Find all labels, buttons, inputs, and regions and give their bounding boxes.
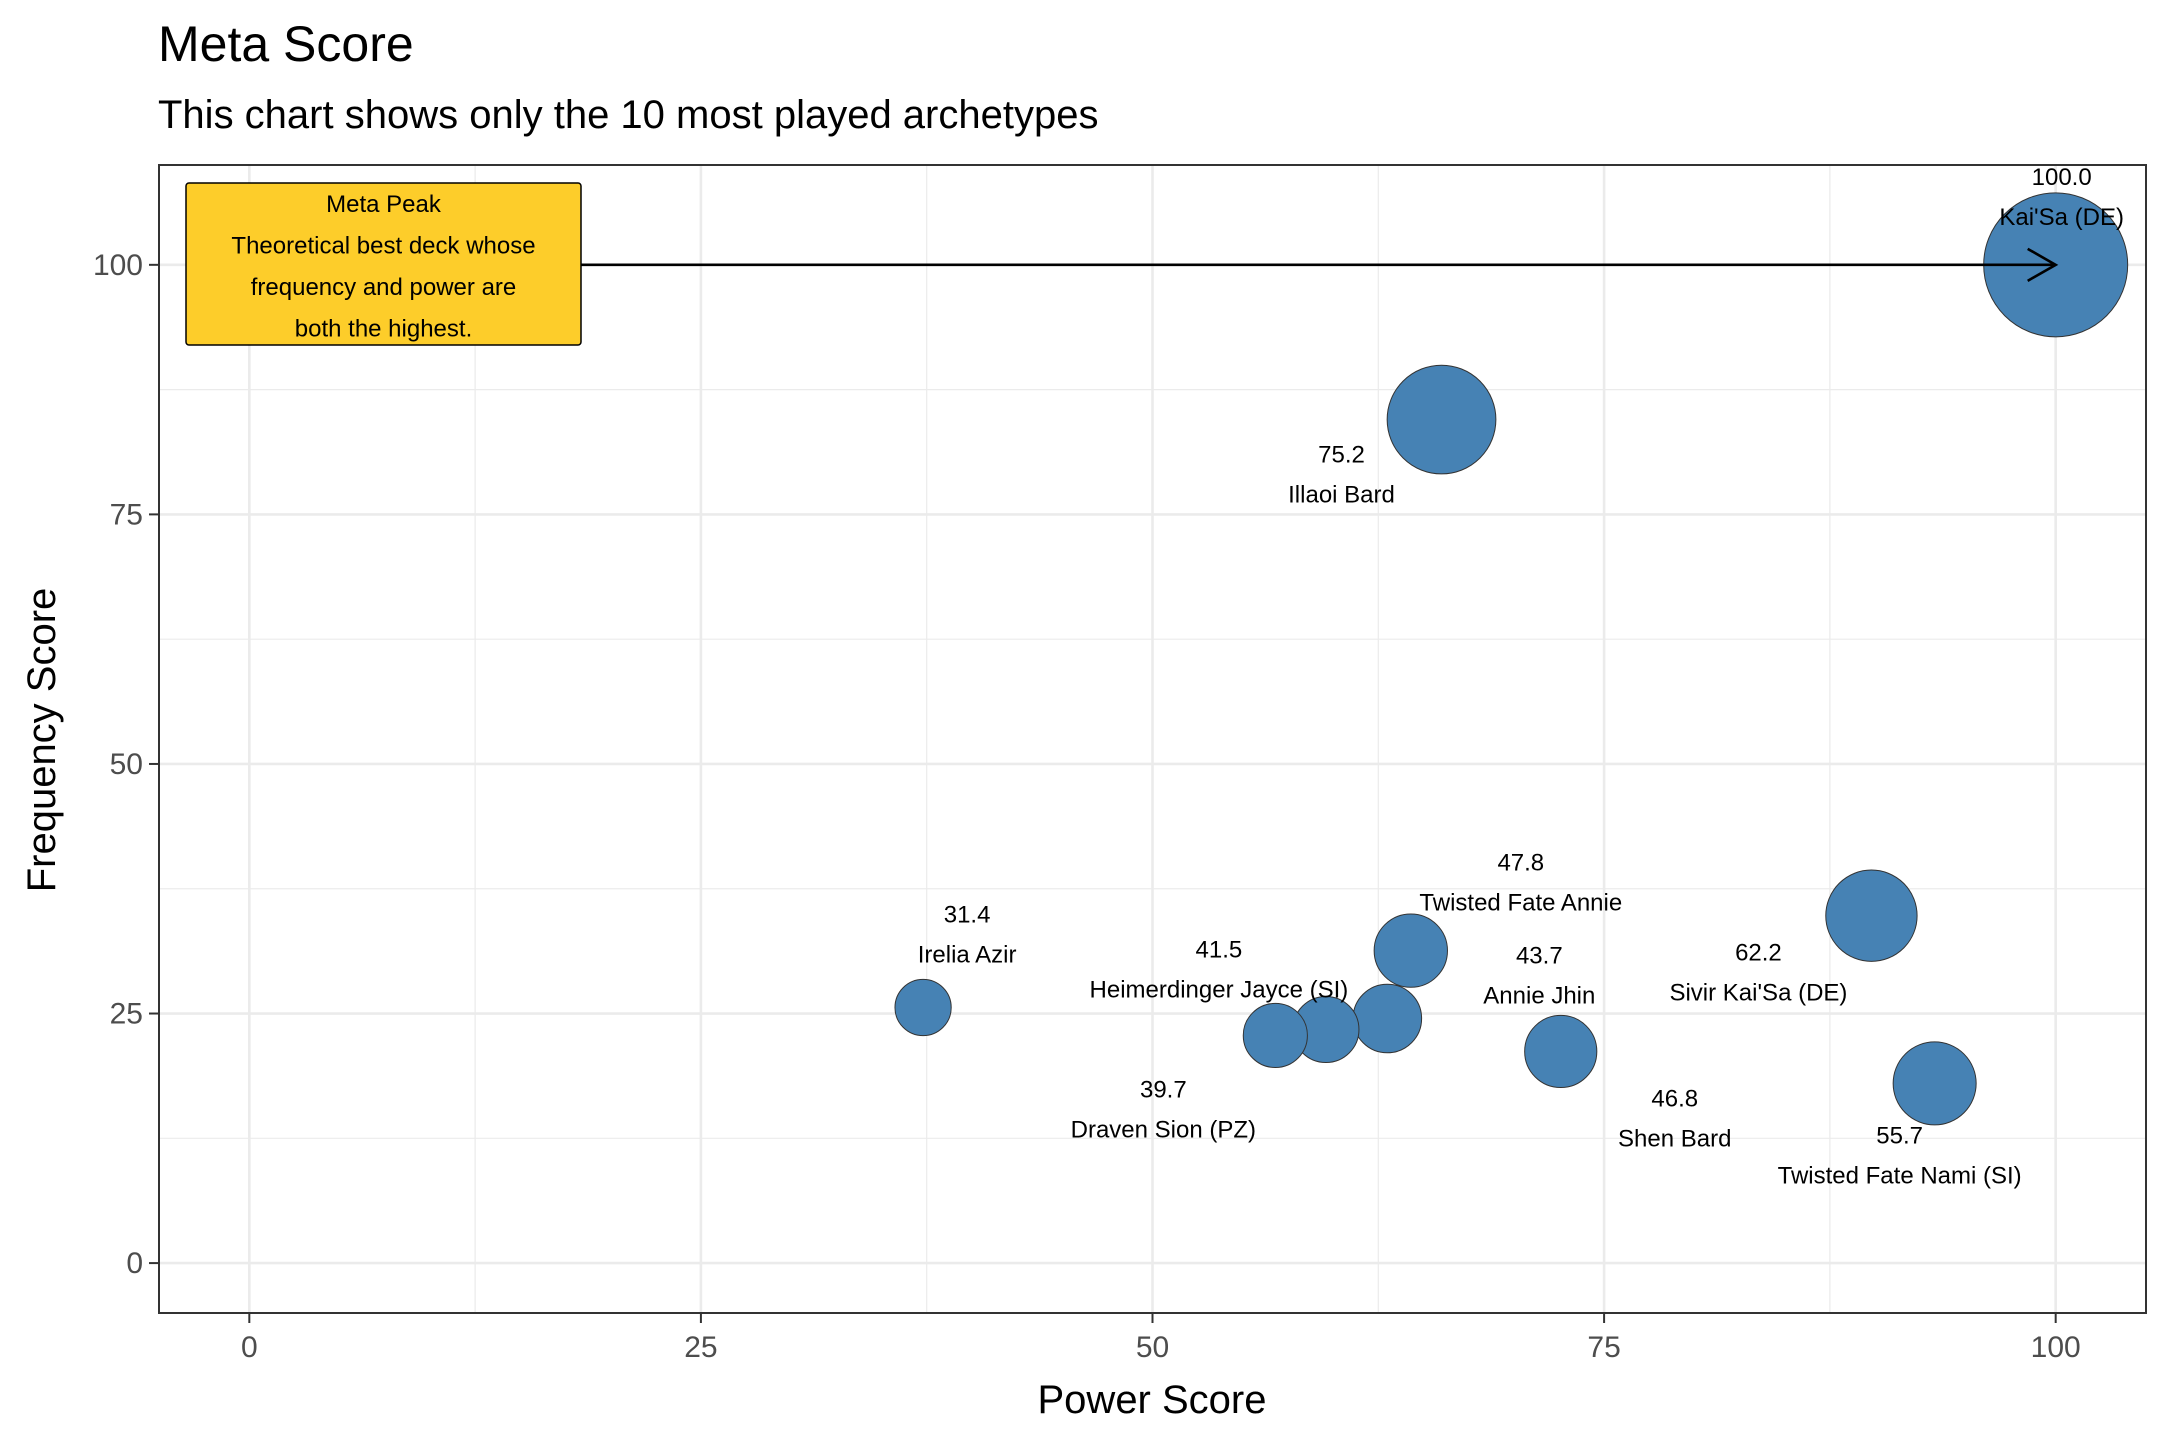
y-tick-label: 25: [110, 998, 143, 1031]
point-score-label: 47.8: [1497, 850, 1544, 877]
data-point: [1825, 869, 1918, 962]
x-tick-label: 0: [241, 1331, 258, 1364]
point-score-label: 46.8: [1651, 1085, 1698, 1112]
point-name-label: Sivir Kai'Sa (DE): [1669, 980, 1847, 1007]
chart-subtitle: This chart shows only the 10 most played…: [158, 93, 1098, 137]
point-score-label: 62.2: [1735, 940, 1782, 967]
data-point: [1242, 1002, 1308, 1069]
x-axis-title: Power Score: [1038, 1378, 1267, 1422]
point-score-label: 41.5: [1196, 936, 1243, 963]
point-score-label: 75.2: [1318, 442, 1365, 469]
point-name-label: Irelia Azir: [918, 942, 1017, 969]
point-name-label: Twisted Fate Annie: [1419, 890, 1622, 917]
annotation-box: [185, 182, 582, 346]
annotation-text-line: Theoretical best deck whose: [231, 233, 535, 260]
point-name-label: Annie Jhin: [1483, 983, 1595, 1010]
point-name-label: Heimerdinger Jayce (SI): [1090, 976, 1349, 1003]
data-point: [1524, 1014, 1598, 1089]
point-score-label: 31.4: [944, 902, 991, 929]
y-tick-label: 75: [110, 498, 143, 531]
data-point: [1386, 364, 1497, 475]
point-name-label: Illaoi Bard: [1288, 482, 1395, 509]
point-score-label: 39.7: [1140, 1076, 1187, 1103]
x-tick-label: 75: [1587, 1331, 1620, 1364]
data-point: [1892, 1041, 1977, 1126]
y-tick-label: 50: [110, 748, 143, 781]
meta-peak-annotation: Meta Peak Theoretical best deck whose freq…: [185, 182, 2059, 346]
annotation-arrow-head: [2027, 247, 2059, 282]
y-tick-label: 100: [93, 249, 143, 282]
axis-ticks: 0 25 50 75 100 0 25 50 75 100: [93, 249, 2081, 1364]
point-score-label: 43.7: [1516, 943, 1563, 970]
y-axis-title: Frequency Score: [20, 588, 64, 893]
point-score-label: 100.0: [2032, 164, 2092, 191]
point-labels: 100.0 Kai'Sa (DE) 75.2 Illaoi Bard 62.2 Sivir…: [918, 164, 2124, 1190]
x-tick-label: 25: [684, 1331, 717, 1364]
chart-title: Meta Score: [158, 16, 414, 72]
x-tick-label: 50: [1136, 1331, 1169, 1364]
annotation-text-line: both the highest.: [295, 316, 472, 343]
data-point: [1352, 983, 1423, 1054]
annotation-text-line: frequency and power are: [251, 274, 517, 301]
annotation-text-line: Meta Peak: [326, 191, 442, 218]
data-point: [1373, 913, 1448, 988]
point-score-label: 55.7: [1876, 1122, 1923, 1149]
x-tick-label: 100: [2031, 1331, 2081, 1364]
point-name-label: Twisted Fate Nami (SI): [1778, 1162, 2022, 1189]
data-point: [894, 978, 952, 1037]
point-name-label: Kai'Sa (DE): [1999, 204, 2124, 231]
point-name-label: Draven Sion (PZ): [1071, 1116, 1256, 1143]
point-name-label: Shen Bard: [1618, 1125, 1731, 1152]
y-tick-label: 0: [126, 1247, 143, 1280]
